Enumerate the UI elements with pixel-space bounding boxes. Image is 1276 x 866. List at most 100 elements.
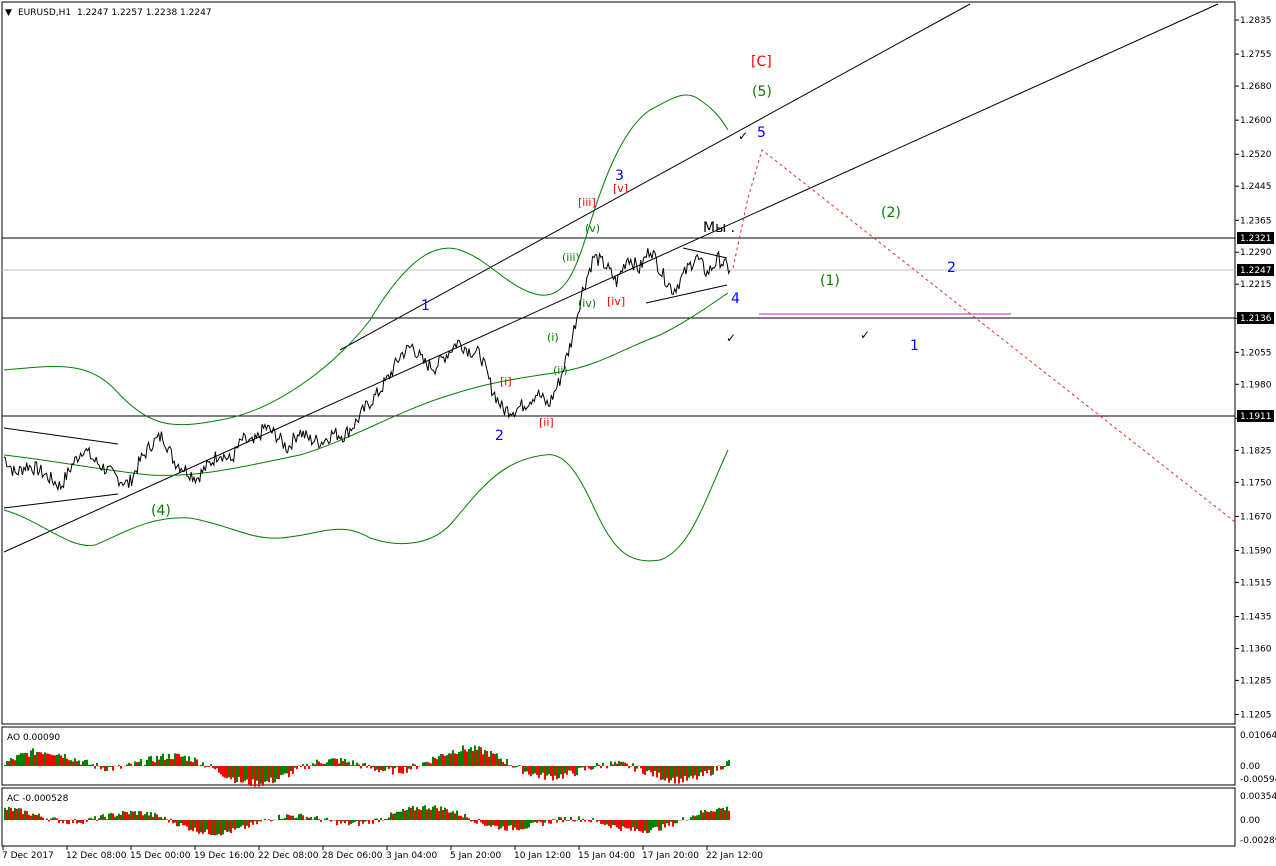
time-tick-label: 10 Jan 12:00 <box>514 851 571 861</box>
histogram-bar <box>182 756 184 766</box>
ac-tick-zero: 0.00 <box>1240 816 1260 826</box>
histogram-bar <box>294 817 296 820</box>
histogram-bar <box>14 760 16 766</box>
histogram-bar <box>40 816 42 820</box>
price-tick-label: 1.2755 <box>1240 50 1272 60</box>
histogram-bar <box>600 766 602 769</box>
histogram-bar <box>324 818 326 820</box>
histogram-bar <box>378 766 380 773</box>
histogram-bar <box>360 766 362 769</box>
histogram-bar <box>522 820 524 830</box>
histogram-bar <box>524 820 526 829</box>
triangle-line-top[interactable] <box>3 427 119 445</box>
histogram-bar <box>480 747 482 766</box>
histogram-bar <box>206 820 208 830</box>
main-pane[interactable] <box>1 1 1236 725</box>
histogram-bar <box>332 758 334 766</box>
histogram-bar <box>656 766 658 778</box>
histogram-bar <box>200 820 202 833</box>
histogram-bar <box>260 820 262 822</box>
histogram-bar <box>68 820 70 825</box>
histogram-bar <box>160 817 162 820</box>
histogram-bar <box>100 766 102 770</box>
histogram-bar <box>54 817 56 820</box>
histogram-bar <box>490 750 492 766</box>
histogram-bar <box>232 766 234 778</box>
histogram-bar <box>452 811 454 820</box>
histogram-bar <box>388 817 390 820</box>
histogram-bar <box>204 820 206 832</box>
histogram-bar <box>234 820 236 830</box>
histogram-bar <box>234 766 236 784</box>
histogram-bar <box>698 766 700 777</box>
histogram-bar <box>432 756 434 766</box>
histogram-bar <box>428 808 430 820</box>
histogram-bar <box>500 820 502 829</box>
histogram-bar <box>688 766 690 778</box>
price-line[interactable] <box>3 248 731 492</box>
histogram-bar <box>444 807 446 820</box>
histogram-bar <box>672 820 674 827</box>
band-lower <box>3 449 729 562</box>
histogram-bar <box>20 753 22 766</box>
histogram-bar <box>452 750 454 766</box>
histogram-bar <box>450 812 452 820</box>
histogram-bar <box>700 810 702 820</box>
channel-upper-line[interactable] <box>339 3 971 351</box>
histogram-bar <box>104 766 106 772</box>
histogram-bar <box>346 762 348 766</box>
histogram-bar <box>50 818 52 820</box>
histogram-bar <box>364 762 366 766</box>
level-tag-3: 1.2136 <box>1240 314 1272 324</box>
histogram-bar <box>76 820 78 824</box>
histogram-bar <box>278 814 280 820</box>
histogram-bar <box>364 820 366 822</box>
histogram-bar <box>32 813 34 820</box>
histogram-bar <box>342 761 344 766</box>
histogram-bar <box>714 811 716 820</box>
histogram-bar <box>498 758 500 766</box>
histogram-bar <box>192 762 194 766</box>
histogram-bar <box>368 820 370 824</box>
histogram-bar <box>498 820 500 830</box>
ao-pane[interactable] <box>1 726 1236 786</box>
price-tick-label: 1.1980 <box>1240 380 1272 390</box>
histogram-bar <box>330 758 332 766</box>
histogram-bar <box>608 820 610 827</box>
histogram-bar <box>516 766 518 768</box>
histogram-bar <box>358 820 360 826</box>
ao-histogram <box>4 745 730 787</box>
triangle-line-bottom[interactable] <box>3 493 119 509</box>
histogram-bar <box>188 756 190 766</box>
histogram-bar <box>114 816 116 820</box>
projection-path[interactable] <box>732 149 1236 523</box>
histogram-bar <box>142 815 144 820</box>
ac-pane[interactable] <box>1 787 1236 847</box>
time-tick-label: 15 Jan 04:00 <box>578 851 635 861</box>
triangle-right-bottom[interactable] <box>645 284 728 304</box>
histogram-bar <box>118 813 120 820</box>
histogram-bar <box>436 759 438 766</box>
histogram-bar <box>366 820 368 821</box>
price-tick-label: 1.1825 <box>1240 446 1272 456</box>
histogram-bar <box>478 818 480 820</box>
menu-arrow-icon[interactable]: ▼ <box>5 8 12 18</box>
histogram-bar <box>424 762 426 766</box>
histogram-bar <box>226 820 228 832</box>
histogram-bar <box>426 761 428 766</box>
wave-label-ii-green: (ii) <box>553 364 568 377</box>
histogram-bar <box>650 766 652 773</box>
wave-labels: Мы . [C] (5) 5 3 [v] [iii] (v) (iii) (iv… <box>151 54 956 519</box>
triangle-right-top[interactable] <box>682 247 728 259</box>
histogram-bar <box>572 820 574 822</box>
histogram-bar <box>110 766 112 767</box>
price-tick-label: 1.1750 <box>1240 478 1272 488</box>
histogram-bar <box>30 815 32 820</box>
histogram-bar <box>362 763 364 766</box>
histogram-bar <box>578 766 580 768</box>
histogram-bar <box>556 766 558 780</box>
histogram-bar <box>250 766 252 786</box>
wave-label-v-red: [v] <box>613 182 628 195</box>
histogram-bar <box>668 766 670 783</box>
